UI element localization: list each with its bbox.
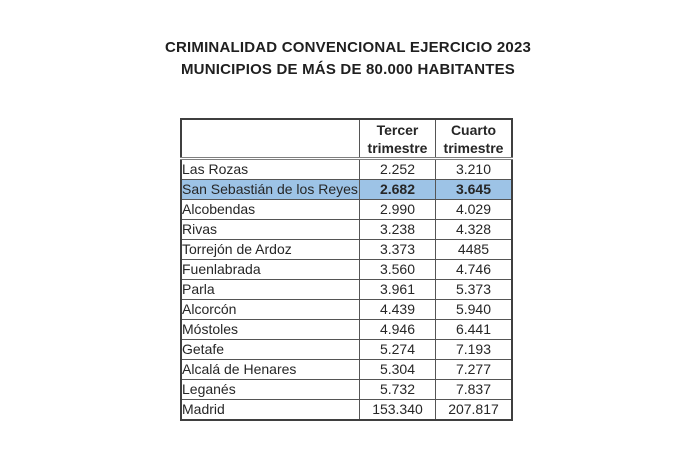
q3-value-cell: 2.682 [359, 179, 436, 200]
municipality-cell: Alcobendas [180, 199, 360, 220]
q3-value-cell: 3.238 [359, 219, 436, 240]
q4-value-cell: 7.193 [435, 339, 513, 360]
q4-value-cell: 5.940 [435, 299, 513, 320]
q4-value-cell: 7.277 [435, 359, 513, 380]
municipality-cell: Móstoles [180, 319, 360, 340]
municipality-cell: Rivas [180, 219, 360, 240]
document-title: CRIMINALIDAD CONVENCIONAL EJERCICIO 2023… [0, 37, 696, 81]
q4-value-cell: 7.837 [435, 379, 513, 400]
table-row: Alcobendas 2.990 4.029 [180, 199, 513, 220]
table-row: Las Rozas 2.252 3.210 [180, 158, 513, 180]
q3-value-cell: 3.961 [359, 279, 436, 300]
municipality-cell: Las Rozas [180, 158, 360, 180]
q4-value-cell: 3.645 [435, 179, 513, 200]
table-row: Parla 3.961 5.373 [180, 279, 513, 300]
table-row: Rivas 3.238 4.328 [180, 219, 513, 240]
table-row: Madrid 153.340 207.817 [180, 399, 513, 421]
q3-value-cell: 2.252 [359, 158, 436, 180]
municipality-cell: Fuenlabrada [180, 259, 360, 280]
criminality-table: Tercer trimestre Cuarto trimestre Las Ro… [180, 118, 513, 421]
municipality-cell: Torrejón de Ardoz [180, 239, 360, 260]
table-row: Móstoles 4.946 6.441 [180, 319, 513, 340]
q4-value-cell: 4.328 [435, 219, 513, 240]
municipality-cell: Parla [180, 279, 360, 300]
title-line-1: CRIMINALIDAD CONVENCIONAL EJERCICIO 2023 [164, 39, 532, 56]
table-body: Las Rozas 2.252 3.210 San Sebastián de los … [180, 158, 513, 421]
municipality-cell: Madrid [180, 399, 360, 421]
q3-value-cell: 2.990 [359, 199, 436, 220]
table-row: Alcalá de Henares 5.304 7.277 [180, 359, 513, 380]
q3-value-cell: 153.340 [359, 399, 436, 421]
header-tercer-trimestre: Tercer trimestre [359, 118, 436, 160]
municipality-cell: Alcalá de Henares [180, 359, 360, 380]
q4-value-cell: 4.029 [435, 199, 513, 220]
q3-value-cell: 4.439 [359, 299, 436, 320]
table-row: Torrejón de Ardoz 3.373 4485 [180, 239, 513, 260]
table-row: Alcorcón 4.439 5.940 [180, 299, 513, 320]
table-row: Leganés 5.732 7.837 [180, 379, 513, 400]
q3-value-cell: 3.373 [359, 239, 436, 260]
municipality-cell: Getafe [180, 339, 360, 360]
title-line-2: MUNICIPIOS DE MÁS DE 80.000 HABITANTES [180, 61, 516, 78]
municipality-cell: Leganés [180, 379, 360, 400]
q4-value-cell: 4485 [435, 239, 513, 260]
q4-value-cell: 5.373 [435, 279, 513, 300]
header-cuarto-trimestre: Cuarto trimestre [435, 118, 513, 160]
municipality-cell: Alcorcón [180, 299, 360, 320]
header-municipality [180, 118, 360, 160]
table-header: Tercer trimestre Cuarto trimestre [180, 118, 513, 160]
table-row: San Sebastián de los Reyes 2.682 3.645 [180, 179, 513, 200]
table-header-row: Tercer trimestre Cuarto trimestre [180, 118, 513, 160]
municipality-cell: San Sebastián de los Reyes [180, 179, 360, 200]
q3-value-cell: 5.732 [359, 379, 436, 400]
table-row: Getafe 5.274 7.193 [180, 339, 513, 360]
table-row: Fuenlabrada 3.560 4.746 [180, 259, 513, 280]
q3-value-cell: 5.304 [359, 359, 436, 380]
q4-value-cell: 207.817 [435, 399, 513, 421]
q3-value-cell: 5.274 [359, 339, 436, 360]
q3-value-cell: 3.560 [359, 259, 436, 280]
q4-value-cell: 3.210 [435, 158, 513, 180]
q3-value-cell: 4.946 [359, 319, 436, 340]
q4-value-cell: 4.746 [435, 259, 513, 280]
q4-value-cell: 6.441 [435, 319, 513, 340]
